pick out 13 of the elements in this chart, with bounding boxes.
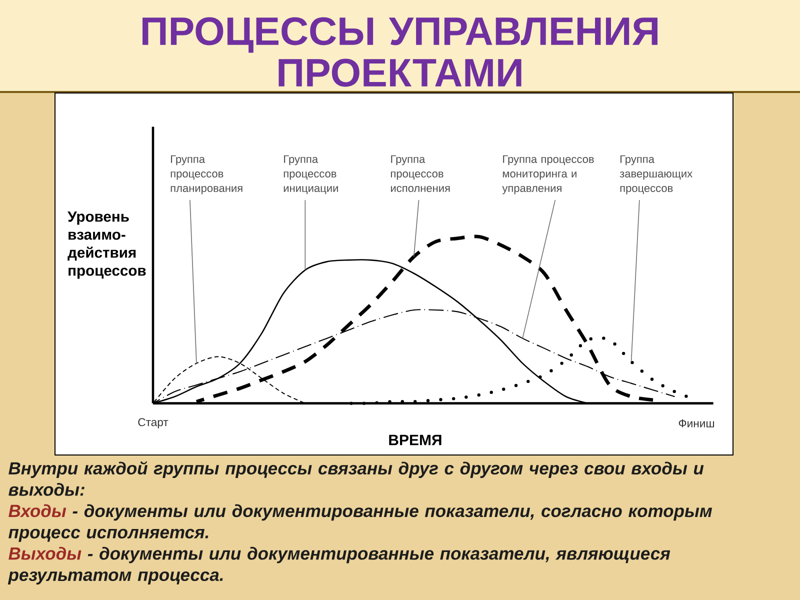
- y-axis-title: Уровень взаимо-действия процессов: [68, 211, 146, 279]
- chart-title: ПРОЦЕССЫ УПРАВЛЕНИЯ ПРОЕКТАМИ: [142, 17, 658, 87]
- text: Группа процессов мониторинга и управления: [502, 155, 594, 194]
- text: Группа процессов исполнения: [390, 155, 450, 192]
- text: Группа завершающих процессов: [620, 155, 692, 194]
- text: Внутри каждой группы процессы связаны друг с другом через свои входы и выходы:: [8, 461, 704, 496]
- x-tick-label: Финиш: [678, 419, 714, 428]
- text: Группа процессов инициации: [284, 155, 338, 194]
- text: Группа процессов планирования: [170, 155, 242, 194]
- text: Выходы: [8, 546, 82, 560]
- x-axis-title: ВРЕМЯ: [389, 434, 442, 446]
- x-tick-label: Старт: [138, 418, 168, 428]
- text: Входы: [8, 504, 66, 518]
